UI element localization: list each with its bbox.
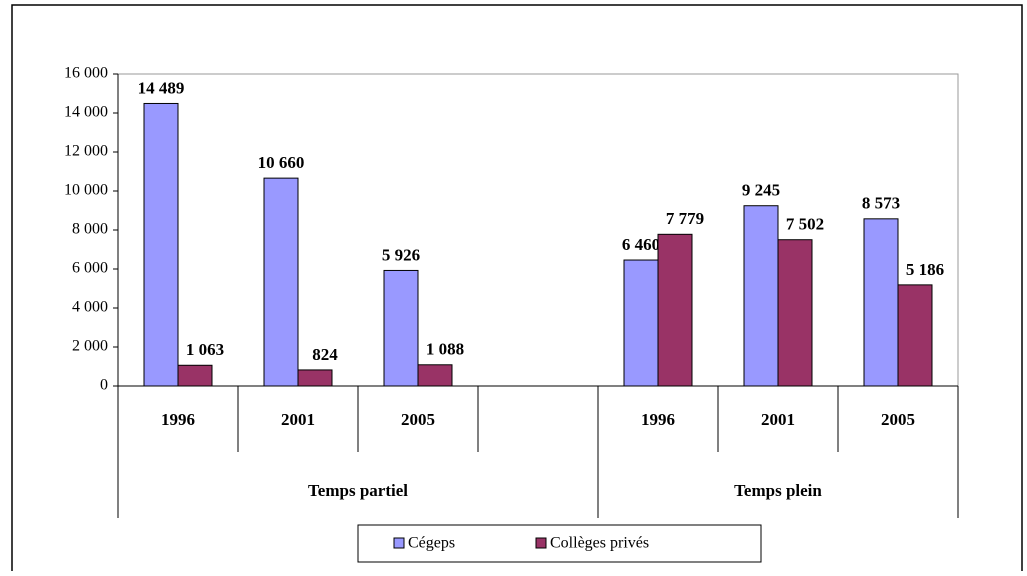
y-tick-label: 12 000 <box>64 143 108 160</box>
value-label: 14 489 <box>138 78 185 97</box>
bar <box>177 364 213 387</box>
value-label: 5 926 <box>382 245 420 264</box>
y-tick-label: 2 000 <box>72 338 108 355</box>
value-label: 5 186 <box>906 260 944 279</box>
bar <box>417 364 453 387</box>
value-label: 1 088 <box>426 340 464 359</box>
bar <box>897 284 933 387</box>
plot-area <box>117 73 959 387</box>
x-tick-label: 2005 <box>401 410 435 429</box>
bar <box>383 269 419 387</box>
value-label: 1 063 <box>186 340 224 359</box>
bar <box>263 177 299 387</box>
y-tick-label: 10 000 <box>64 182 108 199</box>
y-tick-label: 8 000 <box>72 221 108 238</box>
legend-box <box>357 524 762 563</box>
bar <box>743 205 779 387</box>
x-tick-label: 2001 <box>281 410 315 429</box>
x-tick-label: 2001 <box>761 410 795 429</box>
bar <box>777 239 813 387</box>
y-tick-label: 0 <box>100 377 108 394</box>
legend-label: Cégeps <box>408 535 455 552</box>
bar <box>863 218 899 387</box>
value-label: 9 245 <box>742 181 780 200</box>
value-label: 7 502 <box>786 215 824 234</box>
bar <box>143 102 179 387</box>
bar <box>657 233 693 387</box>
y-tick-label: 6 000 <box>72 260 108 277</box>
x-tick-label: 1996 <box>161 410 195 429</box>
value-label: 824 <box>312 345 338 364</box>
value-label: 6 460 <box>622 235 660 254</box>
y-tick-label: 4 000 <box>72 299 108 316</box>
bar <box>623 259 659 387</box>
value-label: 8 573 <box>862 194 900 213</box>
legend-swatch <box>535 537 547 549</box>
legend-swatch <box>393 537 405 549</box>
value-label: 7 779 <box>666 209 704 228</box>
y-tick-label: 14 000 <box>64 104 108 121</box>
value-label: 10 660 <box>258 153 305 172</box>
group-label: Temps partiel <box>308 481 408 500</box>
y-tick-label: 16 000 <box>64 65 108 82</box>
bar <box>297 369 333 387</box>
legend-label: Collèges privés <box>550 535 649 552</box>
group-label: Temps plein <box>734 481 822 500</box>
x-tick-label: 1996 <box>641 410 675 429</box>
x-tick-label: 2005 <box>881 410 915 429</box>
